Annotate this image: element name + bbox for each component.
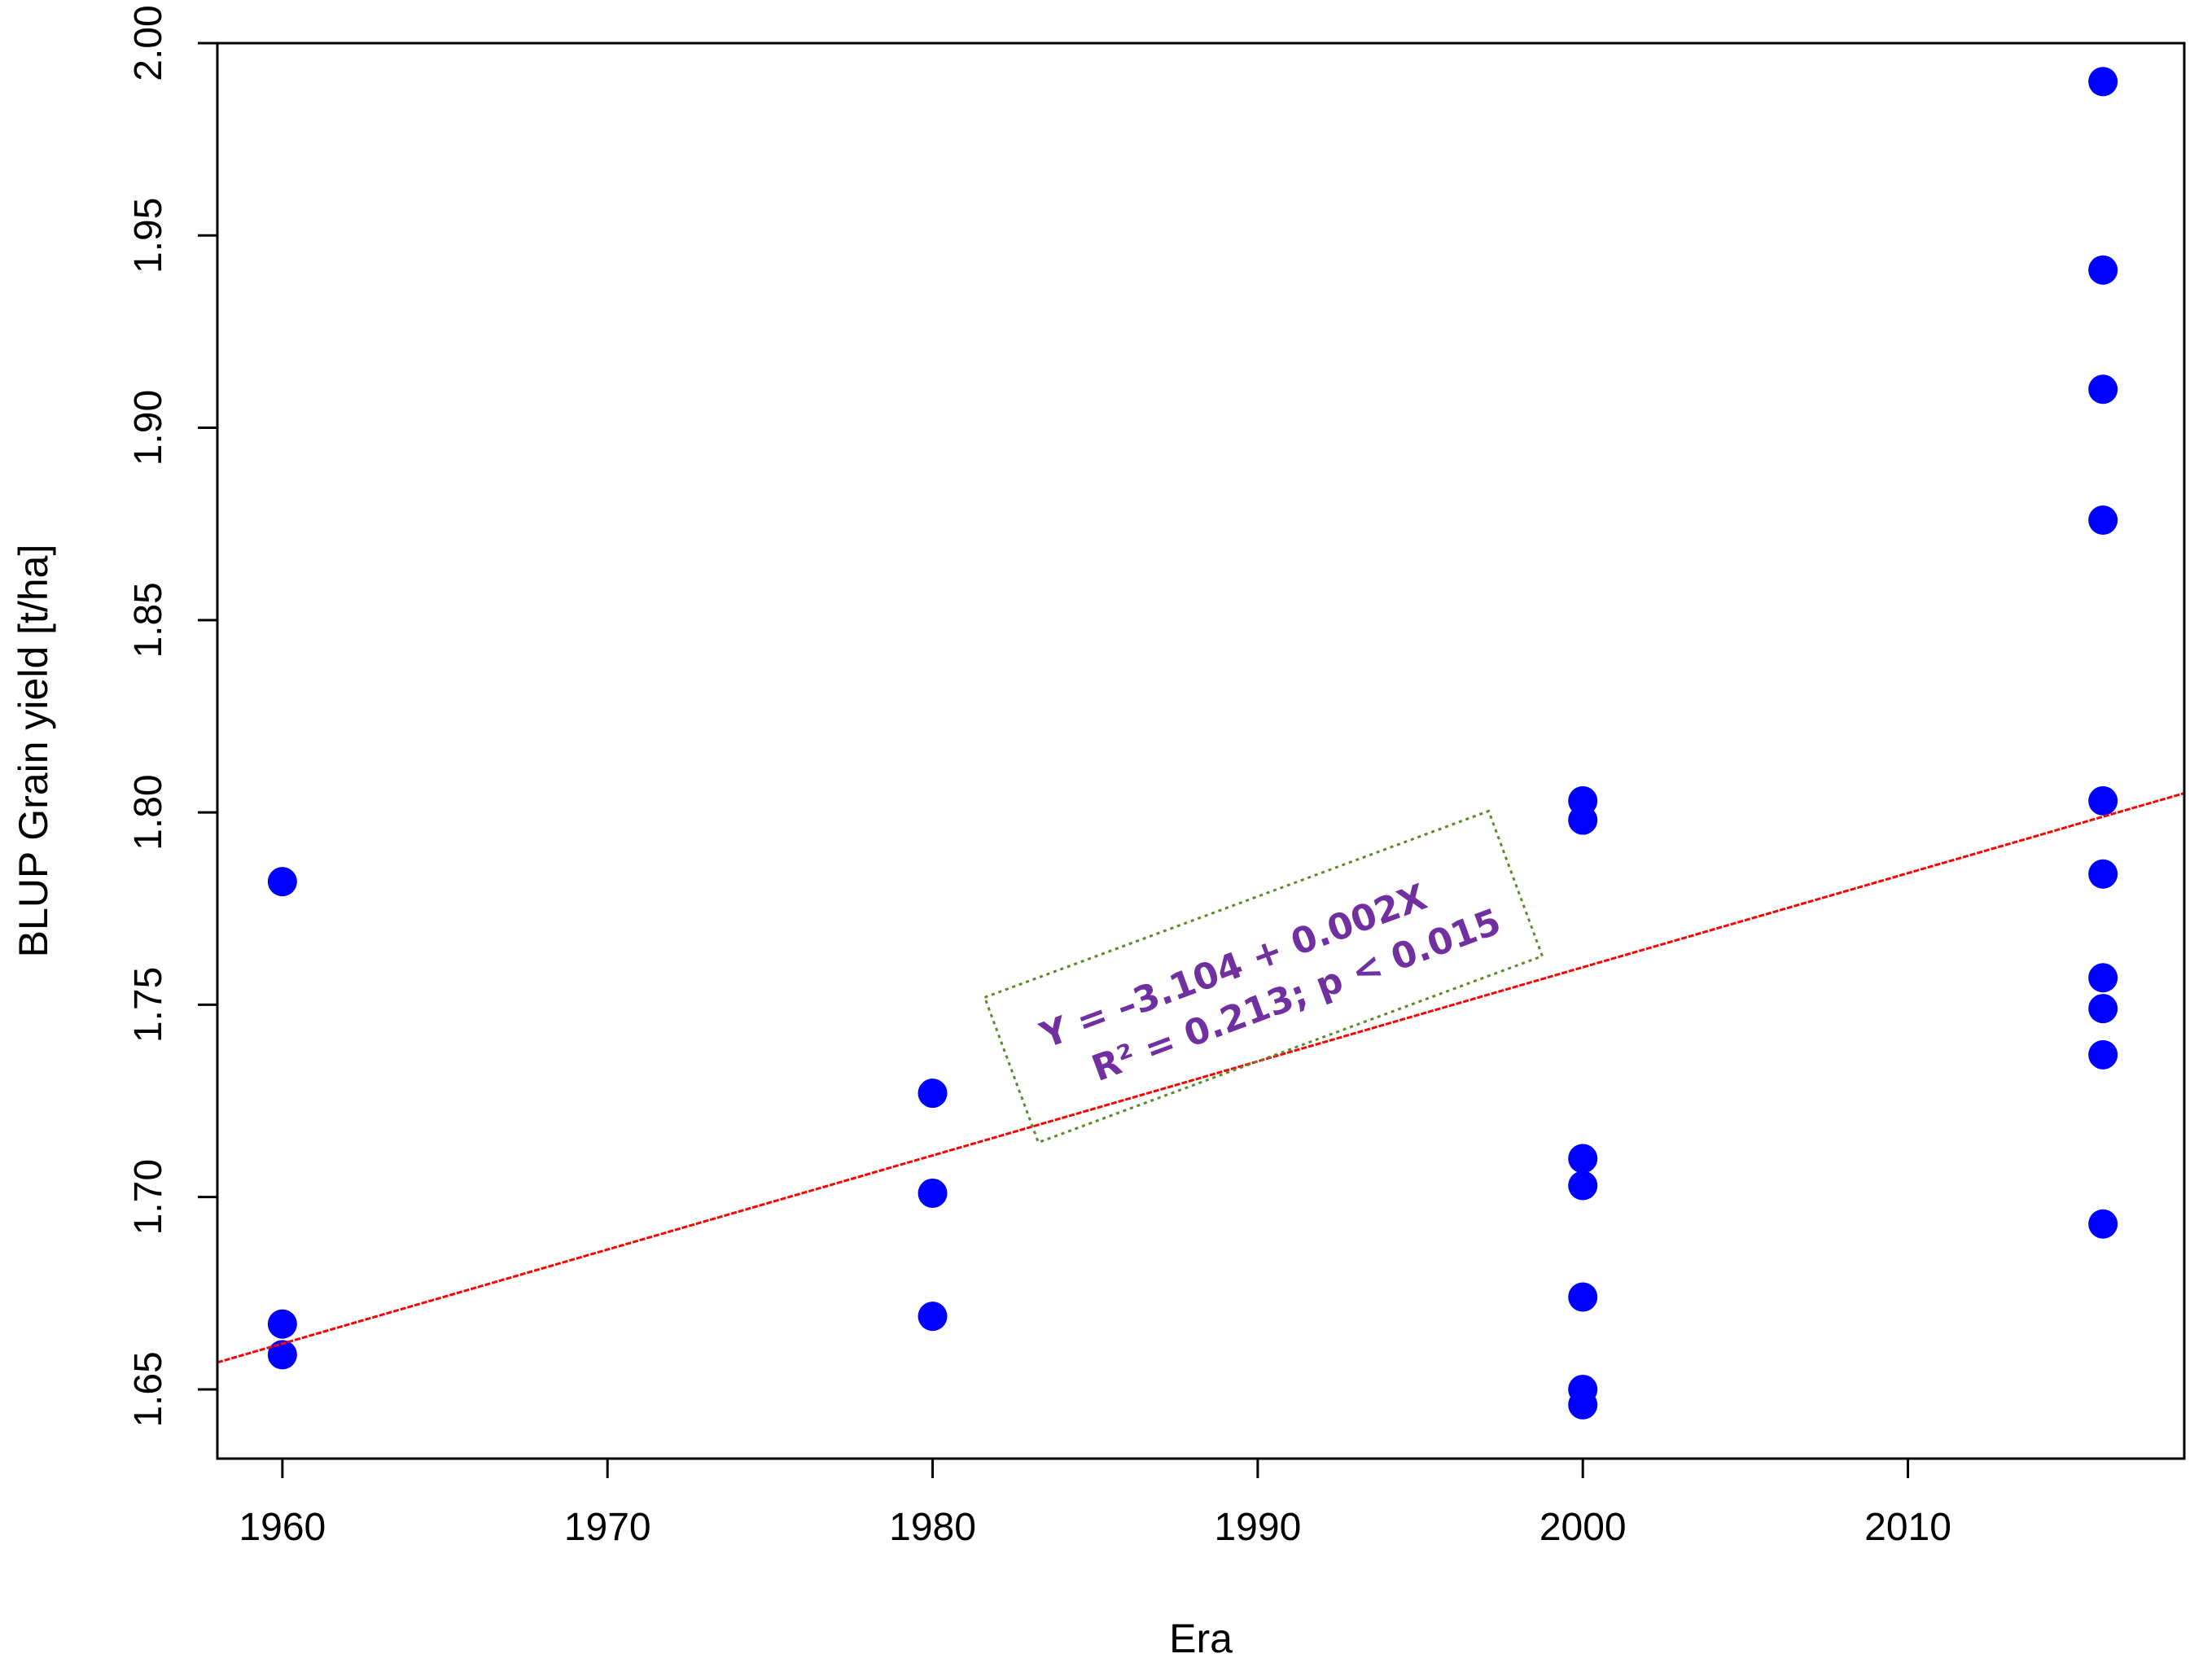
regression-annotation: Y = –3.104 + 0.002X R² = 0.213; p < 0.01… [983, 809, 1544, 1144]
x-tick-label: 1960 [239, 1506, 326, 1549]
data-point [2088, 785, 2118, 816]
y-tick-label: 2.00 [127, 5, 170, 81]
data-point [1568, 1170, 1598, 1201]
data-point [2088, 255, 2118, 285]
data-point [918, 1078, 948, 1109]
y-tick-label: 1.80 [127, 774, 170, 850]
data-point [267, 1309, 297, 1339]
x-tick-label: 1970 [564, 1506, 651, 1549]
x-axis: 1960 1970 1980 1990 2000 2010 [239, 1459, 1951, 1549]
data-point [267, 1340, 297, 1370]
data-point [918, 1302, 948, 1332]
data-point [918, 1178, 948, 1208]
x-tick-label: 2000 [1539, 1506, 1627, 1549]
data-point [1568, 1282, 1598, 1312]
y-tick-label: 1.85 [127, 582, 170, 658]
y-tick-label: 1.95 [127, 198, 170, 273]
y-axis: 1.65 1.70 1.75 1.80 1.85 1.90 1.95 2.00 [127, 5, 217, 1428]
data-point [2088, 859, 2118, 889]
data-point [1568, 1144, 1598, 1174]
annotation-box [983, 809, 1544, 1144]
data-point [267, 867, 297, 897]
data-point [1568, 805, 1598, 835]
x-tick-label: 1990 [1214, 1506, 1301, 1549]
y-tick-label: 1.90 [127, 390, 170, 466]
data-point [2088, 1039, 2118, 1070]
x-tick-label: 1980 [889, 1506, 976, 1549]
y-tick-label: 1.70 [127, 1159, 170, 1235]
data-point [2088, 1209, 2118, 1239]
points-layer [267, 67, 2118, 1420]
y-axis-title: BLUP Grain yield [t/ha] [11, 545, 56, 958]
data-point [2088, 67, 2118, 97]
x-tick-label: 2010 [1864, 1506, 1951, 1549]
plot-frame [216, 42, 2186, 1460]
data-point [2088, 963, 2118, 993]
data-point [2088, 994, 2118, 1024]
x-axis-title: Era [1169, 1616, 1233, 1661]
regression-line [217, 792, 2185, 1364]
regression-layer [217, 792, 2185, 1364]
y-tick-label: 1.65 [127, 1351, 170, 1427]
data-point [2088, 374, 2118, 405]
data-point [1568, 1389, 1598, 1420]
y-tick-label: 1.75 [127, 967, 170, 1043]
data-point [2088, 505, 2118, 535]
